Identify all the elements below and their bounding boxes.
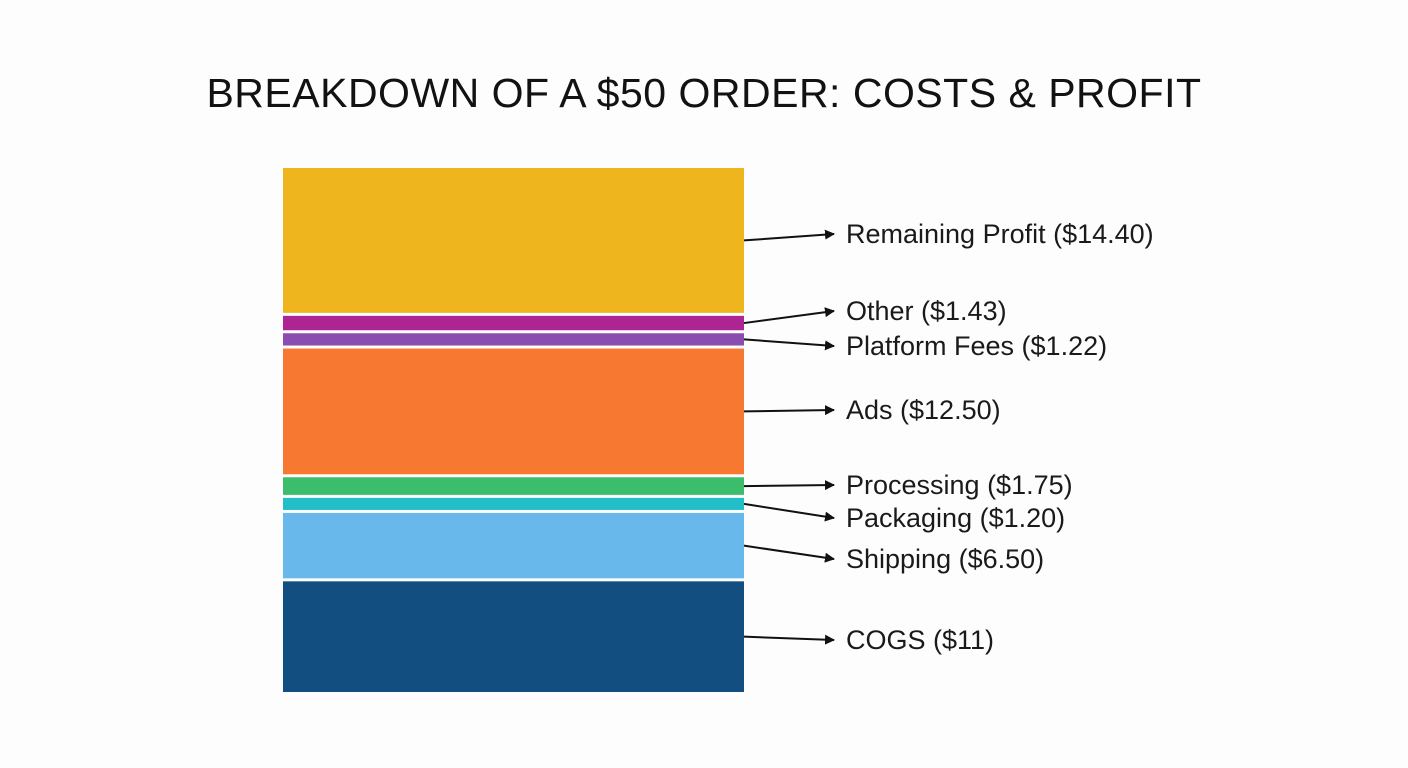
label-platform-fees: Platform Fees ($1.22): [846, 331, 1107, 361]
label-remaining-profit: Remaining Profit ($14.40): [846, 219, 1154, 249]
arrow-processing: [743, 480, 835, 491]
arrow-packaging: [743, 502, 835, 522]
bar-segment-packaging: [283, 497, 744, 510]
bar-segment-platform-fees: [283, 333, 744, 346]
bar-segment-ads: [283, 348, 744, 475]
label-other: Other ($1.43): [846, 296, 1007, 326]
bar-segment-shipping: [283, 512, 744, 579]
label-shipping: Shipping ($6.50): [846, 544, 1044, 574]
label-packaging: Packaging ($1.20): [846, 503, 1065, 533]
arrow-cogs: [743, 634, 835, 645]
arrow-remaining-profit: [743, 229, 835, 242]
segment-annotations: COGS ($11) Shipping ($6.50) Packaging ($1.…: [743, 219, 1154, 655]
bar-segments: [283, 168, 744, 692]
bar-segment-remaining-profit: [283, 168, 744, 313]
label-cogs: COGS ($11): [846, 625, 994, 655]
chart-title: BREAKDOWN OF A $50 ORDER: COSTS & PROFIT: [206, 70, 1202, 116]
arrow-platform-fees: [743, 338, 835, 351]
bar-segment-other: [283, 315, 744, 331]
arrow-ads: [743, 405, 835, 416]
arrow-other: [743, 307, 835, 325]
label-ads: Ads ($12.50): [846, 395, 1001, 425]
arrow-shipping: [743, 544, 835, 563]
bar-segment-processing: [283, 477, 744, 495]
label-processing: Processing ($1.75): [846, 470, 1073, 500]
bar-segment-cogs: [283, 581, 744, 692]
